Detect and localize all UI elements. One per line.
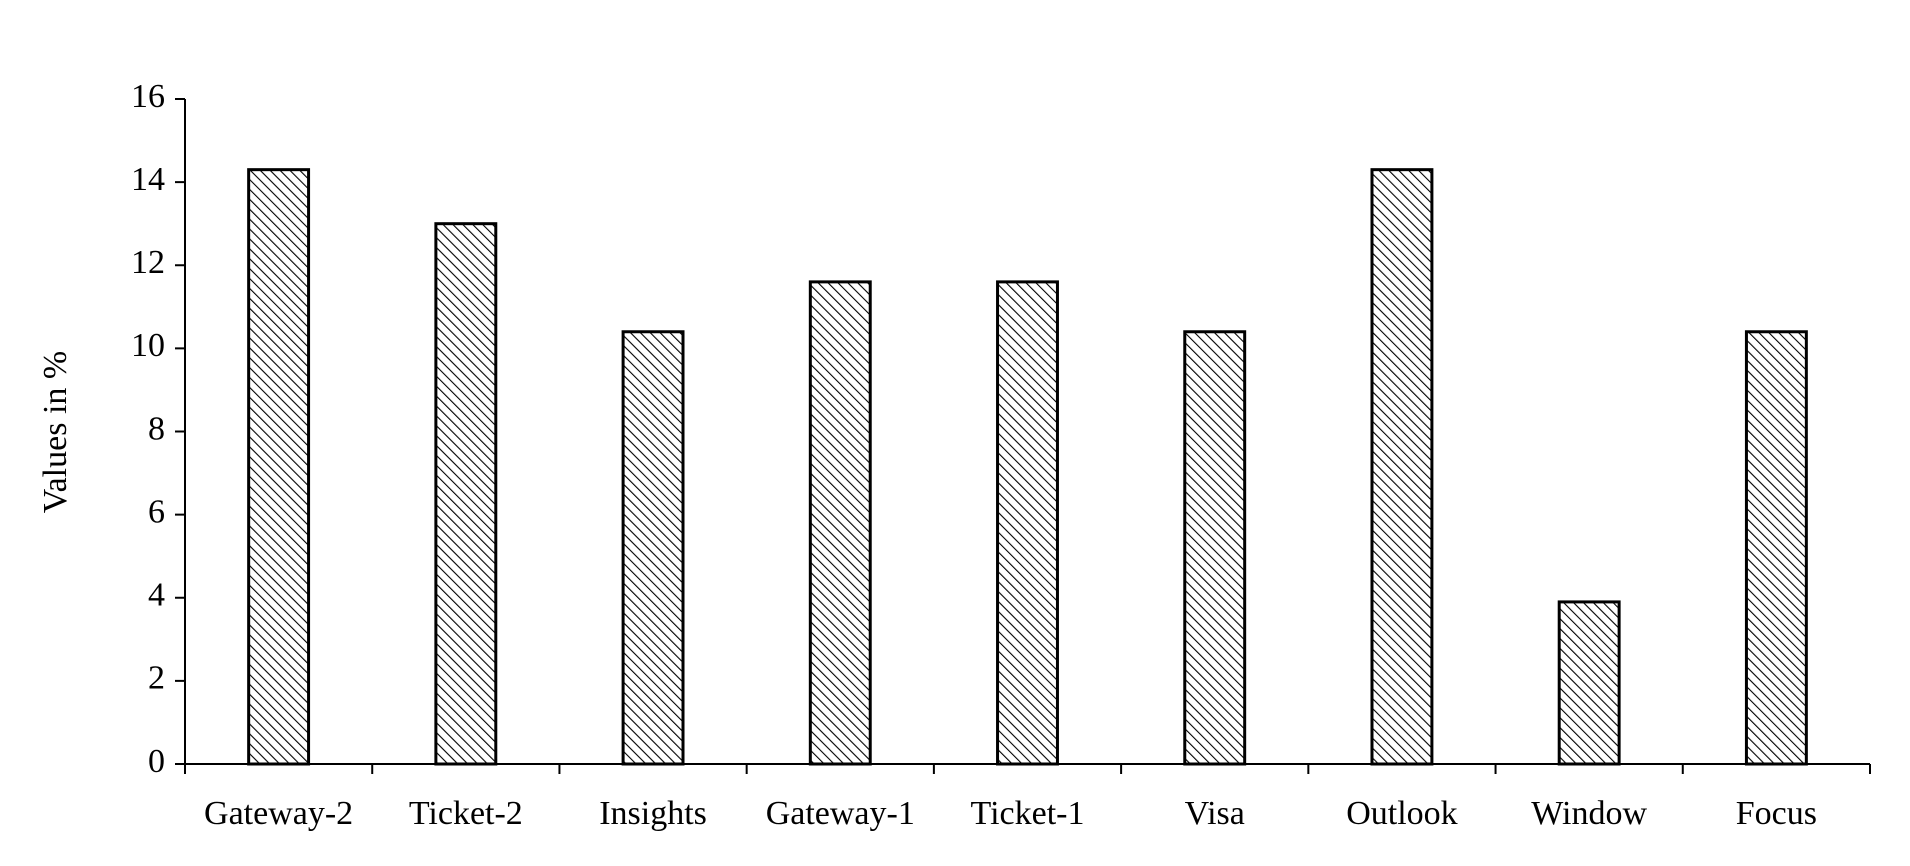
y-tick-label: 0 [148, 743, 165, 780]
y-axis-label: Values in % [37, 351, 74, 513]
bar [996, 280, 1059, 766]
y-tick-label: 6 [148, 493, 165, 530]
x-tick-label: Visa [1185, 795, 1245, 832]
bar [621, 330, 685, 766]
bar [1744, 330, 1808, 766]
bar [434, 222, 498, 766]
bar [1183, 330, 1247, 766]
bar [247, 168, 311, 766]
x-tick-label: Ticket-2 [409, 795, 523, 832]
y-tick-label: 10 [131, 327, 165, 364]
bar [1557, 600, 1621, 766]
bar [1370, 168, 1434, 766]
x-tick-label: Insights [599, 795, 707, 832]
y-tick-label: 16 [131, 78, 165, 115]
y-tick-label: 12 [131, 244, 165, 281]
x-tick-label: Window [1531, 795, 1647, 832]
x-tick-label: Focus [1736, 795, 1817, 832]
y-tick-label: 14 [131, 161, 165, 198]
y-tick-label: 2 [148, 660, 165, 697]
x-tick-label: Gateway-1 [766, 795, 915, 832]
bar [808, 280, 872, 766]
x-tick-label: Gateway-2 [204, 795, 353, 832]
x-tick-label: Ticket-1 [971, 795, 1085, 832]
x-tick-label: Outlook [1346, 795, 1457, 832]
y-tick-label: 4 [148, 577, 165, 614]
y-tick-label: 8 [148, 410, 165, 447]
